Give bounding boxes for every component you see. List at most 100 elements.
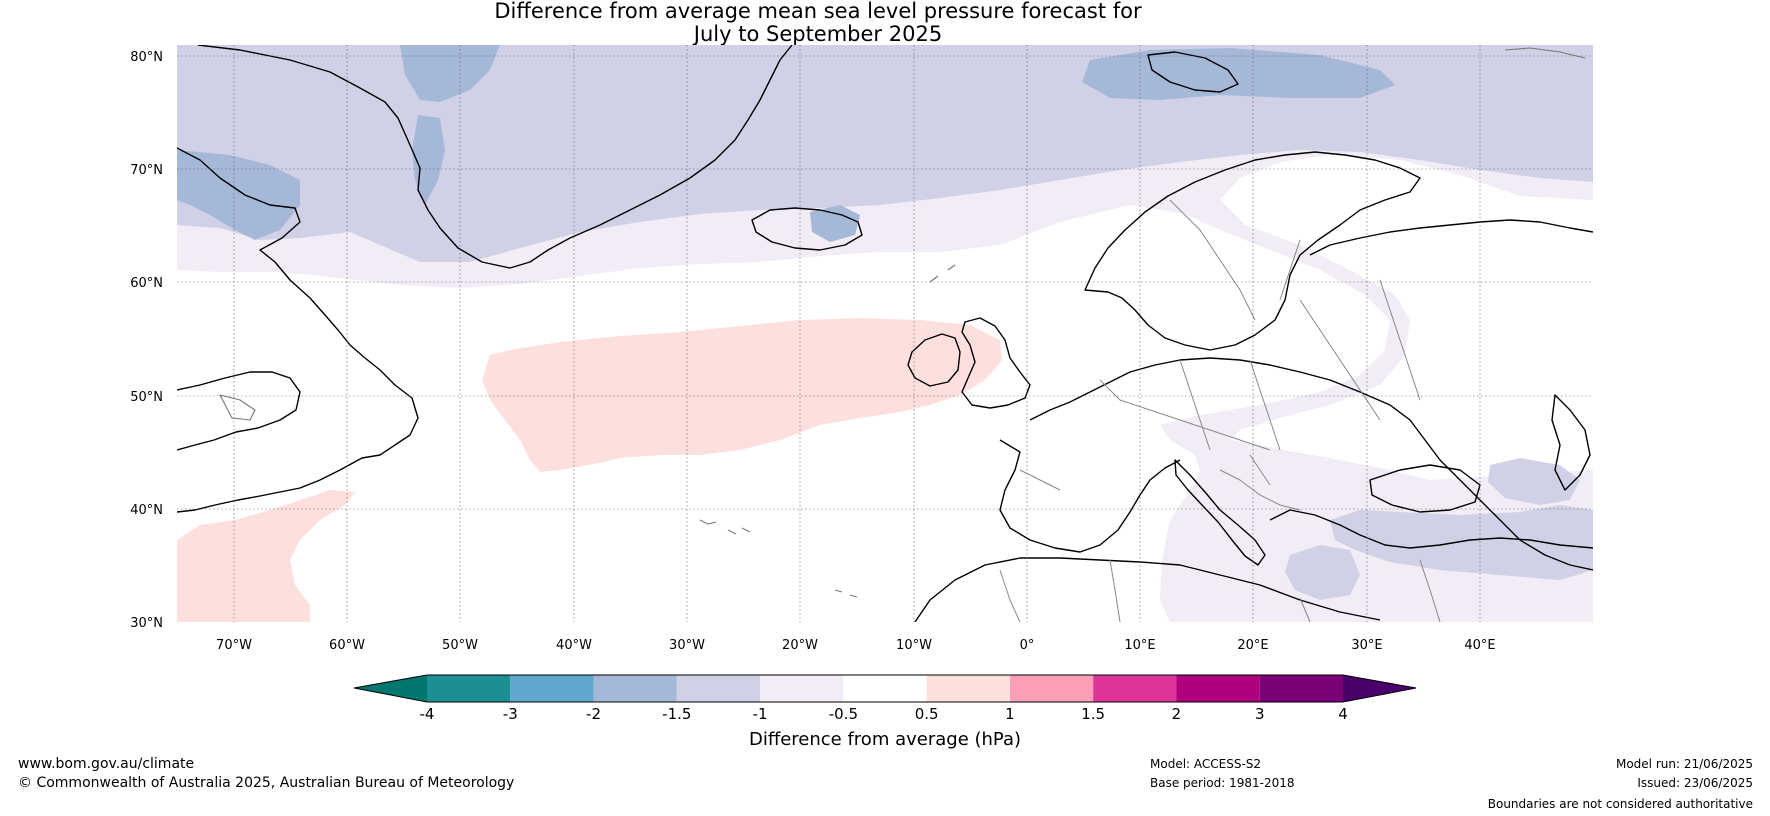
lon-label-0: 0° — [1020, 638, 1035, 653]
colorbar-segment — [843, 675, 927, 702]
coast-caspian — [1551, 394, 1591, 491]
border-eastern-europe — [1299, 279, 1421, 421]
coast-canada-arctic — [177, 147, 419, 513]
coast-grey-baffin-lakes — [219, 394, 256, 421]
colorbar-segment — [760, 675, 844, 702]
coast-greenland — [197, 45, 793, 269]
colorbar-segment — [1093, 675, 1177, 702]
colorbar-segment — [1176, 675, 1260, 702]
lat-label-50n: 50°N — [130, 390, 163, 405]
map-panel — [177, 45, 1593, 622]
border-iberia — [1019, 469, 1061, 491]
lon-label-60w: 60°W — [329, 638, 365, 653]
colorbar-tick-label: 2 — [1172, 705, 1182, 723]
anomaly-patch-plus0.5-atlantic — [482, 318, 1002, 472]
colorbar-tick-label: -1.5 — [662, 705, 691, 723]
anomaly-patch-minus2-greenland-east — [412, 115, 445, 205]
colorbar-over-arrow — [1343, 675, 1416, 702]
anomaly-patch-minus2-baffin — [177, 150, 300, 240]
border-north-africa — [999, 559, 1441, 622]
coast-italy — [1174, 459, 1266, 566]
anomaly-patch-minus2-greenland — [400, 45, 500, 102]
coast-scandinavia — [1084, 151, 1421, 351]
graticule — [177, 45, 1593, 622]
coast-svalbard — [1147, 51, 1239, 93]
coast-canada-east — [177, 371, 301, 451]
colorbar-segment — [926, 675, 1010, 702]
colorbar-under-arrow — [354, 675, 427, 702]
footer-copyright: © Commonwealth of Australia 2025, Austra… — [18, 775, 514, 791]
coast-grey-svalbard-east — [1504, 47, 1586, 59]
lat-label-60n: 60°N — [130, 276, 163, 291]
colorbar-labels: -4 -3 -2 -1.5 -1 -0.5 0.5 1 1.5 2 3 4 — [420, 705, 1348, 723]
footer-website: www.bom.gov.au/climate — [18, 756, 194, 772]
anomaly-patch-minus2-svalbard — [1082, 48, 1395, 100]
coast-finland-russia — [1309, 219, 1593, 256]
colorbar-tick-label: 1.5 — [1081, 705, 1105, 723]
coast-iceland — [751, 207, 863, 251]
lat-label-80n: 80°N — [130, 50, 163, 65]
lat-label-40n: 40°N — [130, 503, 163, 518]
lon-label-30w: 30°W — [669, 638, 705, 653]
border-central-europe — [1099, 359, 1281, 451]
colorbar-tick-label: 0.5 — [915, 705, 939, 723]
anomaly-patch-minus2-iceland — [810, 205, 860, 242]
pressure-anomaly-field — [177, 45, 1593, 622]
colorbar-segment — [1259, 675, 1343, 702]
border-balkans — [1219, 454, 1301, 511]
coast-greece-turkey — [1269, 509, 1593, 549]
coast-mediterranean-south — [914, 557, 1381, 622]
coastlines — [177, 45, 1593, 622]
coast-black-sea — [1369, 464, 1481, 513]
footer-model: Model: ACCESS-S2 — [1150, 757, 1261, 771]
colorbar-tick-label: -1 — [753, 705, 768, 723]
colorbar-tick-label: 3 — [1255, 705, 1265, 723]
lon-label-20e: 20°E — [1237, 638, 1268, 653]
footer-model-run: Model run: 21/06/2025 — [1616, 757, 1753, 771]
colorbar: -4 -3 -2 -1.5 -1 -0.5 0.5 1 1.5 2 3 4 Difference fr… — [353, 674, 1417, 750]
colorbar-segment — [510, 675, 594, 702]
footer-issued: Issued: 23/06/2025 — [1637, 776, 1753, 790]
minor-coastlines — [219, 47, 1586, 598]
colorbar-title: Difference from average (hPa) — [749, 729, 1021, 750]
lon-label-20w: 20°W — [782, 638, 818, 653]
colorbar-segment — [1009, 675, 1094, 702]
lon-label-70w: 70°W — [216, 638, 252, 653]
colorbar-segment — [676, 675, 761, 702]
anomaly-patch-minus1.5-crete — [1285, 545, 1360, 600]
colorbar-segment — [427, 675, 511, 702]
colorbar-tick-label: -2 — [586, 705, 601, 723]
colorbar-tick-label: -0.5 — [829, 705, 858, 723]
coast-grey-canaries — [834, 589, 858, 598]
colorbar-tick-label: 4 — [1338, 705, 1348, 723]
footer: www.bom.gov.au/climate © Commonwealth of… — [18, 756, 1753, 811]
anomaly-band-minus1.5-to-minus1 — [177, 45, 1593, 262]
anomaly-patch-plus0.5-southwest — [177, 490, 355, 622]
footer-base-period: Base period: 1981-2018 — [1150, 776, 1295, 790]
longitude-labels: 70°W 60°W 50°W 40°W 30°W 20°W 10°W 0° 10… — [216, 638, 1496, 653]
colorbar-tick-label: -4 — [420, 705, 435, 723]
lon-label-30e: 30°E — [1351, 638, 1382, 653]
map-title-line-2: July to September 2025 — [692, 22, 942, 46]
coast-grey-azores — [699, 519, 751, 535]
coast-grey-faroe — [929, 264, 956, 283]
political-borders — [999, 199, 1441, 622]
lon-label-40w: 40°W — [556, 638, 592, 653]
lon-label-40e: 40°E — [1464, 638, 1495, 653]
lon-label-10e: 10°E — [1124, 638, 1155, 653]
lat-label-70n: 70°N — [130, 163, 163, 178]
coast-western-europe — [1029, 357, 1593, 571]
lon-label-10w: 10°W — [896, 638, 932, 653]
border-scandinavia — [1169, 199, 1301, 321]
lat-label-30n: 30°N — [130, 616, 163, 631]
colorbar-tick-label: 1 — [1005, 705, 1015, 723]
latitude-labels: 80°N 70°N 60°N 50°N 40°N 30°N — [130, 50, 163, 631]
footer-disclaimer: Boundaries are not considered authoritat… — [1488, 797, 1753, 811]
lon-label-50w: 50°W — [442, 638, 478, 653]
colorbar-tick-label: -3 — [503, 705, 518, 723]
colorbar-segments — [427, 675, 1343, 702]
anomaly-patch-minus1.5-turkey — [1330, 505, 1593, 580]
colorbar-outline — [353, 674, 1417, 703]
coast-britain — [961, 317, 1031, 409]
